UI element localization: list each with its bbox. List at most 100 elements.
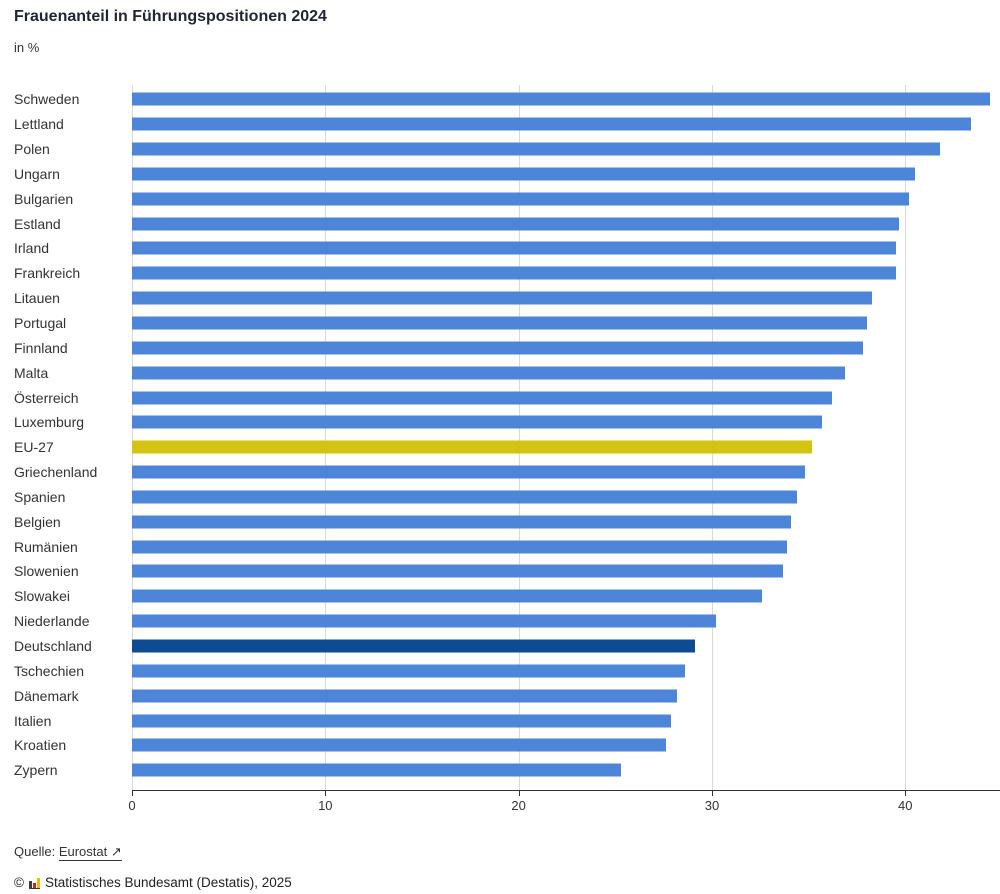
bar-track bbox=[132, 509, 1000, 534]
bar-track bbox=[132, 286, 1000, 311]
bar-track bbox=[132, 609, 1000, 634]
copyright-symbol: © bbox=[14, 875, 24, 890]
category-label: Spanien bbox=[14, 488, 66, 505]
bar-estland bbox=[132, 217, 900, 231]
category-label: Kroatien bbox=[14, 737, 67, 754]
bar-track bbox=[132, 261, 1000, 286]
bar-belgien bbox=[132, 515, 792, 529]
bar-track bbox=[132, 683, 1000, 708]
category-label: Finnland bbox=[14, 339, 68, 356]
gridline-10 bbox=[325, 85, 327, 790]
table-row: Niederlande bbox=[0, 609, 1000, 634]
category-label: Italien bbox=[14, 712, 52, 729]
source-link[interactable]: Eurostat ↗ bbox=[58, 844, 122, 861]
x-axis-tick bbox=[518, 790, 520, 796]
bar-track bbox=[132, 559, 1000, 584]
table-row: Bulgarien bbox=[0, 186, 1000, 211]
bar-deutschland bbox=[132, 639, 695, 653]
x-axis-tick bbox=[905, 790, 907, 796]
category-label: Ungarn bbox=[14, 165, 60, 182]
table-row: Zypern bbox=[0, 758, 1000, 783]
category-label: Malta bbox=[14, 364, 49, 381]
category-label: Luxemburg bbox=[14, 414, 85, 431]
table-row: Luxemburg bbox=[0, 410, 1000, 435]
gridline-30 bbox=[711, 85, 713, 790]
x-axis-tick-label: 30 bbox=[704, 798, 720, 813]
x-axis-tick-label: 40 bbox=[898, 798, 913, 813]
bar-malta bbox=[132, 366, 846, 380]
bar-zypern bbox=[132, 763, 622, 777]
x-axis-tick-label: 10 bbox=[318, 798, 333, 813]
table-row: Tschechien bbox=[0, 658, 1000, 683]
table-row: Italien bbox=[0, 708, 1000, 733]
bar-track bbox=[132, 658, 1000, 683]
gridline-40 bbox=[905, 85, 907, 790]
bar-frankreich bbox=[132, 266, 896, 280]
bar-track bbox=[132, 410, 1000, 435]
bar-portugal bbox=[132, 316, 867, 330]
bar-polen bbox=[132, 142, 941, 156]
table-row: Deutschland bbox=[0, 634, 1000, 659]
table-row: Spanien bbox=[0, 485, 1000, 510]
table-row: Litauen bbox=[0, 286, 1000, 311]
bar-track bbox=[132, 162, 1000, 187]
category-label: Slowenien bbox=[14, 563, 79, 580]
bar-bulgarien bbox=[132, 192, 910, 206]
x-axis-tick bbox=[325, 790, 327, 796]
bar-track bbox=[132, 634, 1000, 659]
category-label: Frankreich bbox=[14, 265, 81, 282]
category-label: Österreich bbox=[14, 389, 79, 406]
table-row: Lettland bbox=[0, 112, 1000, 137]
table-row: Irland bbox=[0, 236, 1000, 261]
category-label: Irland bbox=[14, 240, 50, 257]
bar-track bbox=[132, 485, 1000, 510]
table-row: Estland bbox=[0, 211, 1000, 236]
bar-track bbox=[132, 534, 1000, 559]
bar-track bbox=[132, 460, 1000, 485]
bar-track bbox=[132, 385, 1000, 410]
bar-track bbox=[132, 236, 1000, 261]
category-label: Tschechien bbox=[14, 662, 85, 679]
bar-schweden bbox=[132, 92, 991, 106]
category-label: Schweden bbox=[14, 91, 80, 108]
x-axis-tick bbox=[132, 790, 133, 796]
table-row: Ungarn bbox=[0, 162, 1000, 187]
table-row: Frankreich bbox=[0, 261, 1000, 286]
chart-rows: Schweden Lettland Polen Ungarn Bulgarien Estl… bbox=[0, 87, 1000, 783]
chart-unit-label: in % bbox=[14, 40, 40, 55]
category-label: Portugal bbox=[14, 315, 67, 332]
bar-tschechien bbox=[132, 664, 685, 678]
bar-litauen bbox=[132, 291, 873, 305]
table-row: Belgien bbox=[0, 509, 1000, 534]
x-axis-tick-label: 0 bbox=[128, 798, 136, 813]
category-label: EU-27 bbox=[14, 439, 54, 456]
category-label: Slowakei bbox=[14, 588, 71, 605]
bar-track bbox=[132, 584, 1000, 609]
bar-luxemburg bbox=[132, 415, 823, 429]
table-row: Portugal bbox=[0, 311, 1000, 336]
category-label: Niederlande bbox=[14, 613, 90, 630]
copyright-text: Statistisches Bundesamt (Destatis), 2025 bbox=[44, 875, 292, 890]
bar-finnland bbox=[132, 341, 863, 355]
copyright-line: © Statistisches Bundesamt (Destatis), 20… bbox=[14, 875, 292, 890]
destatis-logo-icon bbox=[28, 876, 40, 889]
table-row: Polen bbox=[0, 137, 1000, 162]
plot-gridlines bbox=[132, 85, 1000, 790]
bar-slowakei bbox=[132, 589, 763, 603]
bar-ungarn bbox=[132, 167, 915, 181]
table-row: Finnland bbox=[0, 335, 1000, 360]
bar-eu-27 bbox=[132, 440, 813, 454]
source-prefix: Quelle: bbox=[14, 844, 56, 859]
category-label: Rumänien bbox=[14, 538, 78, 555]
category-label: Lettland bbox=[14, 116, 64, 133]
bar-spanien bbox=[132, 490, 798, 504]
bar-d-nemark bbox=[132, 689, 678, 703]
bar-track bbox=[132, 733, 1000, 758]
category-label: Estland bbox=[14, 215, 61, 232]
table-row: Dänemark bbox=[0, 683, 1000, 708]
category-label: Deutschland bbox=[14, 637, 92, 654]
bar-niederlande bbox=[132, 614, 716, 628]
external-link-icon: ↗ bbox=[110, 844, 122, 859]
bar-track bbox=[132, 335, 1000, 360]
